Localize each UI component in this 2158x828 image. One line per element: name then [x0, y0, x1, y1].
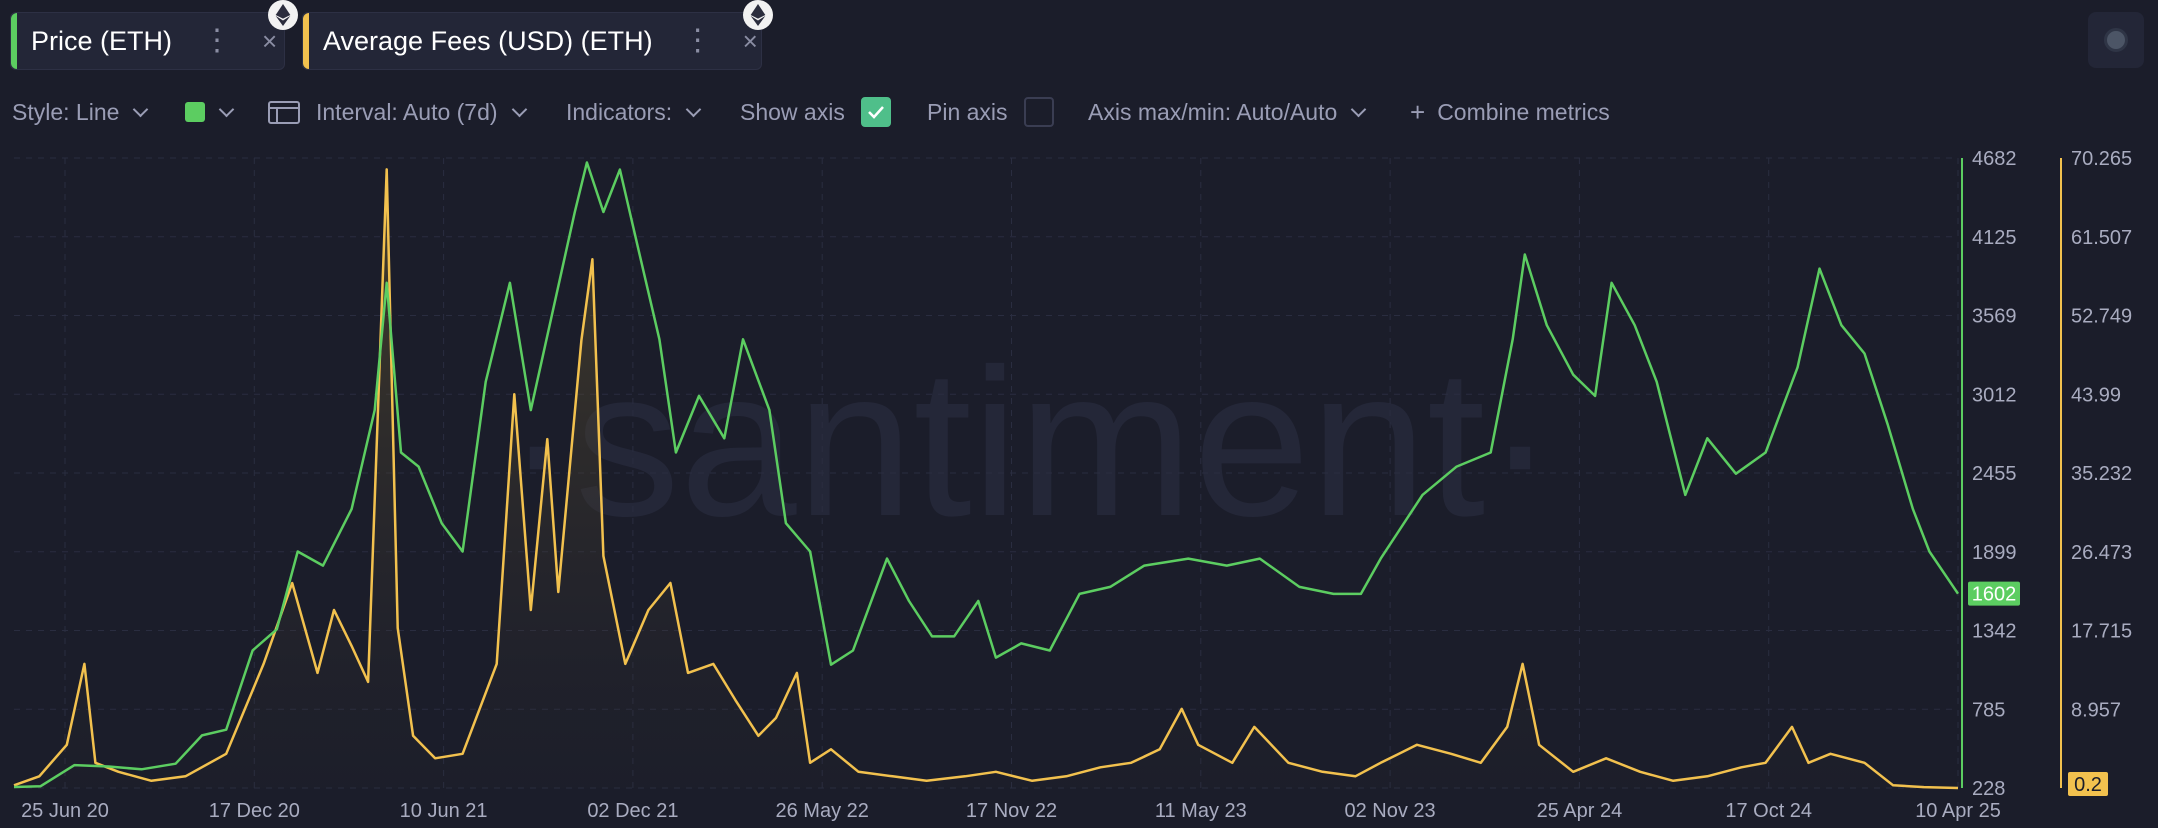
- chevron-down-icon: [1351, 101, 1367, 117]
- metric-tab-price[interactable]: Price (ETH) ⋮ ×: [10, 12, 285, 70]
- fees-area-fill: [14, 169, 1958, 788]
- chevron-down-icon: [685, 101, 702, 117]
- last-value-label: 1602: [1972, 584, 2017, 606]
- ethereum-icon: [268, 0, 298, 30]
- x-tick-label: 17 Nov 22: [966, 800, 1057, 822]
- color-picker[interactable]: [185, 92, 235, 132]
- close-icon[interactable]: ×: [262, 26, 278, 56]
- combine-metrics-button[interactable]: + Combine metrics: [1410, 92, 1610, 132]
- x-tick-label: 25 Apr 24: [1537, 800, 1623, 822]
- y-tick-label: 35.232: [2071, 463, 2132, 485]
- x-tick-label: 10 Apr 25: [1915, 800, 2001, 822]
- indicators-dropdown[interactable]: Indicators:: [566, 92, 702, 132]
- x-tick-label: 17 Dec 20: [209, 800, 300, 822]
- y-tick-label: 3569: [1972, 306, 2017, 328]
- price-series-line[interactable]: [13, 161, 1960, 789]
- show-axis-checkbox[interactable]: [860, 97, 891, 127]
- y-tick-label: 52.749: [2071, 306, 2132, 328]
- x-tick-label: 26 May 22: [776, 800, 869, 822]
- plus-icon: +: [1410, 96, 1426, 127]
- y-tick-label: 2455: [1972, 463, 2017, 485]
- chevron-down-icon: [511, 101, 527, 117]
- metric-tab-average-fees[interactable]: Average Fees (USD) (ETH) ⋮ ×: [302, 12, 762, 70]
- y-tick-label: 43.99: [2071, 384, 2121, 406]
- status-dot-icon: [2104, 28, 2128, 52]
- indicators-label: Indicators:: [566, 98, 673, 125]
- y-tick-label: 4682: [1972, 148, 2017, 170]
- more-options-icon[interactable]: ⋮: [682, 24, 713, 57]
- pin-axis-checkbox[interactable]: [1023, 97, 1054, 127]
- x-axis-ticks: 25 Jun 20 17 Dec 20 10 Jun 21 02 Dec 21 26 M…: [21, 800, 2001, 822]
- ethereum-icon: [743, 0, 773, 30]
- last-value-badge: [1968, 581, 2020, 606]
- price-axis-ticks: 228 785 1342 1899 2455 3012 3569 4125 4682: [1972, 148, 2017, 800]
- pin-axis-label: Pin axis: [927, 98, 1008, 125]
- show-axis-label: Show axis: [740, 98, 845, 125]
- last-value-labels: 1602 0.2: [1968, 581, 2108, 796]
- y-tick-label: 785: [1972, 699, 2005, 721]
- y-tick-label: 61.507: [2071, 227, 2132, 249]
- fees-axis-ticks: 0.2 8.957 17.715 26.473 35.232 43.99 52.749 61.…: [2071, 148, 2132, 800]
- x-tick-label: 25 Jun 20: [21, 800, 109, 822]
- status-toggle-button[interactable]: [2088, 12, 2144, 68]
- chevron-down-icon: [218, 101, 235, 117]
- pin-axis-toggle[interactable]: Pin axis: [927, 92, 1054, 132]
- interval-dropdown[interactable]: Interval: Auto (7d): [268, 92, 527, 132]
- y-tick-label: 4125: [1972, 227, 2017, 249]
- x-tick-label: 02 Nov 23: [1345, 800, 1436, 822]
- grid-lines: [14, 157, 1959, 789]
- tab-accent: [303, 13, 309, 69]
- tab-label: Average Fees (USD) (ETH): [323, 25, 653, 56]
- last-value-label: 0.2: [2074, 774, 2102, 796]
- show-axis-toggle[interactable]: Show axis: [740, 92, 891, 132]
- axis-max-min-dropdown[interactable]: Axis max/min: Auto/Auto: [1088, 92, 1367, 132]
- calendar-icon: [268, 101, 300, 124]
- y-tick-label: 1342: [1972, 621, 2017, 643]
- y-tick-label: 228: [1972, 778, 2005, 800]
- chart-toolbar: Style: Line Interval: Auto (7d) Indicato…: [0, 92, 1700, 132]
- style-label: Style: Line: [12, 98, 120, 125]
- y-tick-label: 3012: [1972, 384, 2017, 406]
- check-icon: [867, 106, 884, 119]
- x-tick-label: 11 May 23: [1155, 800, 1247, 822]
- y-tick-label: 1899: [1972, 542, 2017, 564]
- y-tick-label: 17.715: [2071, 621, 2132, 643]
- y-tick-label: 8.957: [2071, 699, 2121, 721]
- chevron-down-icon: [133, 101, 149, 117]
- tab-accent: [11, 13, 17, 69]
- axis-max-min-label: Axis max/min: Auto/Auto: [1088, 98, 1338, 125]
- fees-series-line[interactable]: [13, 168, 1959, 790]
- x-tick-label: 02 Dec 21: [587, 800, 678, 822]
- last-value-badge: [2068, 772, 2108, 796]
- interval-label: Interval: Auto (7d): [316, 98, 498, 125]
- combine-metrics-label: Combine metrics: [1437, 98, 1610, 125]
- x-tick-label: 17 Oct 24: [1725, 800, 1812, 822]
- more-options-icon[interactable]: ⋮: [202, 24, 232, 57]
- x-tick-label: 10 Jun 21: [400, 800, 488, 822]
- y-tick-label: 26.473: [2071, 542, 2132, 564]
- y-tick-label: 70.265: [2071, 148, 2132, 170]
- chart-area[interactable]: ·santiment· 2287851342189924553012356941…: [0, 140, 2158, 828]
- color-swatch: [185, 102, 205, 122]
- style-dropdown[interactable]: Style: Line: [12, 92, 149, 132]
- tab-label: Price (ETH): [31, 25, 172, 56]
- close-icon[interactable]: ×: [742, 26, 758, 56]
